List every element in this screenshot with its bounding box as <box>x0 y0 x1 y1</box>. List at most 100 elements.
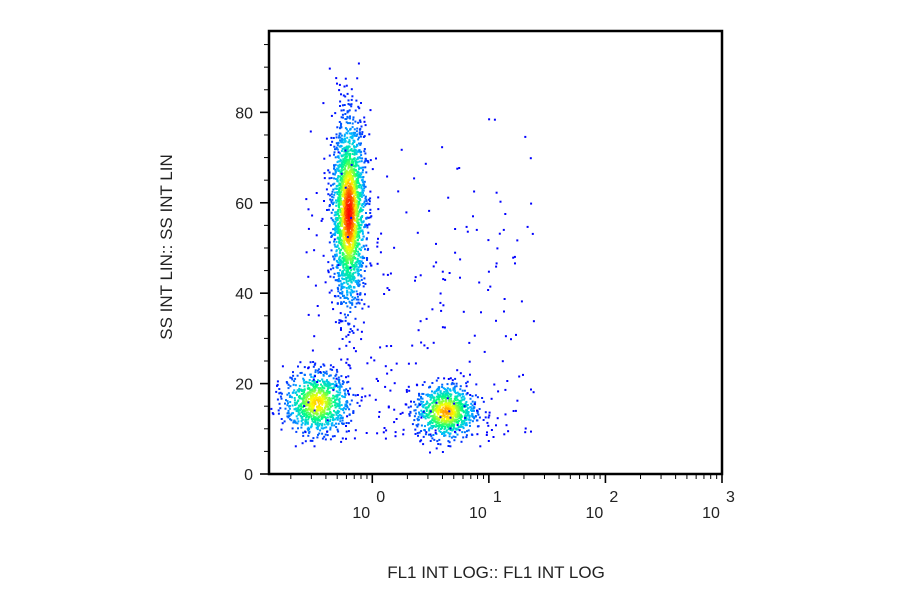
data-point <box>345 227 348 229</box>
data-point <box>305 198 308 201</box>
data-point <box>288 396 291 398</box>
data-point <box>358 224 360 227</box>
data-point <box>341 245 344 248</box>
data-point <box>447 440 450 443</box>
data-point <box>383 427 386 429</box>
data-point <box>435 379 438 382</box>
data-point <box>411 344 414 347</box>
data-point <box>328 412 331 415</box>
data-point <box>436 411 439 414</box>
data-point <box>357 138 360 141</box>
data-point <box>362 191 364 194</box>
data-point <box>342 381 345 384</box>
data-point <box>395 362 398 365</box>
data-point <box>364 204 367 207</box>
data-point <box>340 358 343 361</box>
data-point <box>363 185 366 187</box>
data-point <box>314 371 317 374</box>
data-point <box>307 408 310 411</box>
data-point <box>368 133 371 136</box>
data-point <box>353 187 356 190</box>
data-point <box>302 379 305 382</box>
data-point <box>442 425 445 428</box>
data-point <box>463 415 466 418</box>
data-point <box>352 184 355 187</box>
data-point <box>351 248 353 251</box>
data-point <box>342 187 345 190</box>
data-point <box>510 338 512 341</box>
data-point <box>363 303 366 306</box>
data-point <box>429 420 431 423</box>
data-point <box>422 435 425 438</box>
data-point <box>337 170 340 172</box>
data-point <box>337 198 340 201</box>
data-point <box>429 410 432 413</box>
data-point <box>329 426 332 429</box>
data-point <box>352 200 355 203</box>
data-point <box>288 414 291 417</box>
data-point <box>359 274 362 277</box>
data-point <box>358 218 361 221</box>
data-point <box>354 262 357 265</box>
data-point <box>341 283 344 286</box>
data-point <box>340 234 342 236</box>
data-point <box>394 435 397 438</box>
data-point <box>435 261 438 264</box>
data-point <box>478 408 481 410</box>
data-point <box>330 177 333 179</box>
data-point <box>505 424 508 427</box>
data-point <box>346 198 349 201</box>
data-point <box>343 221 346 224</box>
data-point <box>369 197 372 200</box>
data-point <box>344 193 347 196</box>
data-point <box>355 248 358 251</box>
data-point <box>487 270 490 273</box>
data-point <box>464 414 467 417</box>
data-point <box>329 374 332 377</box>
data-point <box>333 409 335 412</box>
data-point <box>303 403 306 406</box>
data-point <box>326 393 329 396</box>
data-point <box>348 157 351 159</box>
data-point <box>461 425 464 428</box>
data-point <box>357 298 360 301</box>
data-point <box>335 377 338 380</box>
data-point <box>355 263 358 266</box>
data-point <box>473 416 476 419</box>
data-point <box>336 261 339 264</box>
data-point <box>339 383 342 386</box>
data-point <box>344 319 347 322</box>
data-point <box>364 195 367 198</box>
data-point <box>459 372 462 375</box>
data-point <box>437 377 440 380</box>
data-point <box>345 193 348 196</box>
data-point <box>424 415 427 418</box>
data-point <box>336 402 339 405</box>
data-point <box>483 350 486 353</box>
data-point <box>310 423 313 426</box>
data-point <box>465 415 468 417</box>
data-point <box>351 143 354 146</box>
data-point <box>309 408 312 411</box>
data-point <box>355 153 358 156</box>
data-point <box>429 426 432 429</box>
data-point <box>418 394 421 397</box>
data-point <box>358 186 361 189</box>
data-point <box>303 397 306 400</box>
data-point <box>475 228 478 231</box>
data-point <box>352 211 354 214</box>
data-point <box>441 326 444 329</box>
data-point <box>351 243 354 246</box>
data-point <box>338 380 340 383</box>
data-point <box>353 209 356 212</box>
data-point <box>292 371 294 374</box>
data-point <box>342 265 345 268</box>
data-point <box>435 409 438 412</box>
data-point <box>488 414 491 417</box>
data-point <box>337 191 340 194</box>
data-point <box>313 390 316 393</box>
data-point <box>397 190 400 193</box>
data-point <box>358 211 361 214</box>
data-point <box>360 193 363 196</box>
data-point <box>449 403 452 406</box>
